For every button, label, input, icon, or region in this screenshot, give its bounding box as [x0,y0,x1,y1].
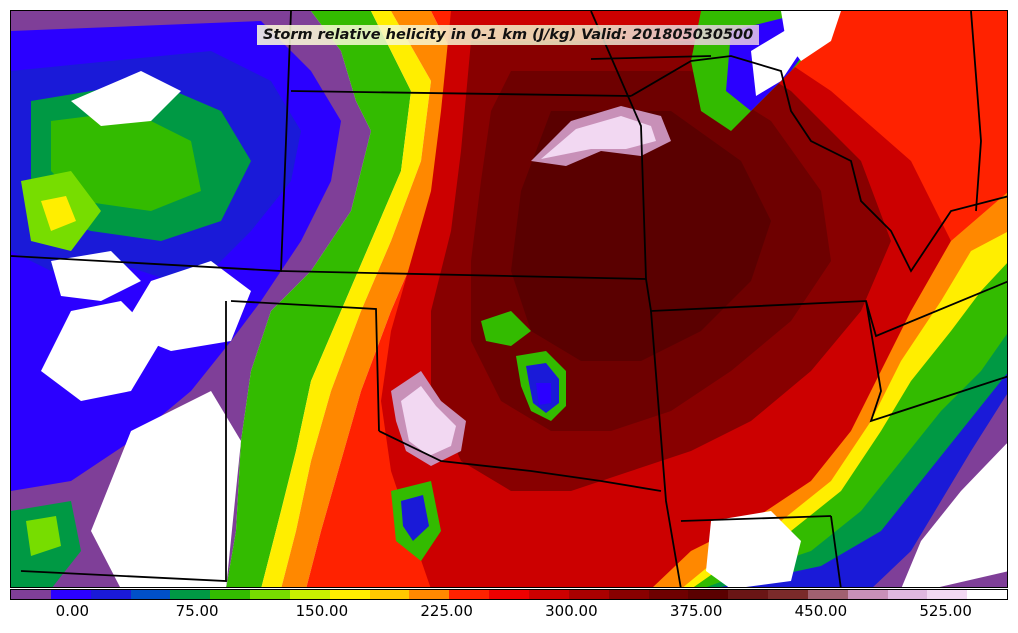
colorbar-swatch [489,590,529,599]
colorbar-tick-label: 300.00 [545,602,598,620]
colorbar-tick-labels: 0.00 75.00 150.00 225.00 300.00 375.00 450.00 5… [10,602,1008,626]
colorbar-swatch [369,590,410,599]
colorbar-swatch [170,590,211,599]
colorbar-tick-label: 75.00 [175,602,219,620]
colorbar-swatch [289,590,330,599]
colorbar-swatch [807,590,848,599]
colorbar-swatch [688,590,729,599]
colorbar-swatch [847,590,888,599]
colorbar-swatch [967,590,1008,599]
colorbar-swatch [11,590,51,599]
colorbar-swatch [568,590,609,599]
map-panel: Storm relative helicity in 0-1 km (J/kg)… [10,10,1008,588]
colorbar-swatch [210,590,251,599]
colorbar-swatch [250,590,290,599]
helicity-field-map [11,11,1007,587]
colorbar-swatch [648,590,689,599]
colorbar-swatch [130,590,171,599]
colorbar-tick-label: 525.00 [919,602,972,620]
colorbar-swatch [329,590,370,599]
colorbar-tick-label: 375.00 [669,602,723,620]
colorbar-tick-label: 0.00 [55,602,90,620]
colorbar-swatch [887,590,928,599]
colorbar-swatch [927,590,968,599]
colorbar-swatch [90,590,131,599]
colorbar-tick-label: 225.00 [420,602,473,620]
colorbar-swatch [50,590,91,599]
colorbar-swatch [528,590,569,599]
colorbar [10,589,1008,600]
colorbar-swatch [449,590,490,599]
colorbar-swatch [768,590,808,599]
map-title: Storm relative helicity in 0-1 km (J/kg)… [257,25,760,45]
colorbar-swatch [608,590,649,599]
colorbar-tick-label: 450.00 [794,602,848,620]
colorbar-tick-label: 150.00 [295,602,349,620]
colorbar-swatch [728,590,769,599]
colorbar-swatch [409,590,450,599]
